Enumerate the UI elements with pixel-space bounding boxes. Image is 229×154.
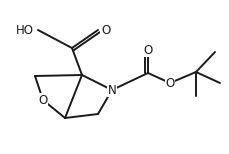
- Text: O: O: [143, 43, 152, 57]
- Text: O: O: [165, 77, 174, 89]
- Text: HO: HO: [16, 24, 34, 36]
- Text: O: O: [101, 24, 110, 36]
- Text: N: N: [107, 83, 116, 97]
- Text: O: O: [38, 93, 47, 107]
